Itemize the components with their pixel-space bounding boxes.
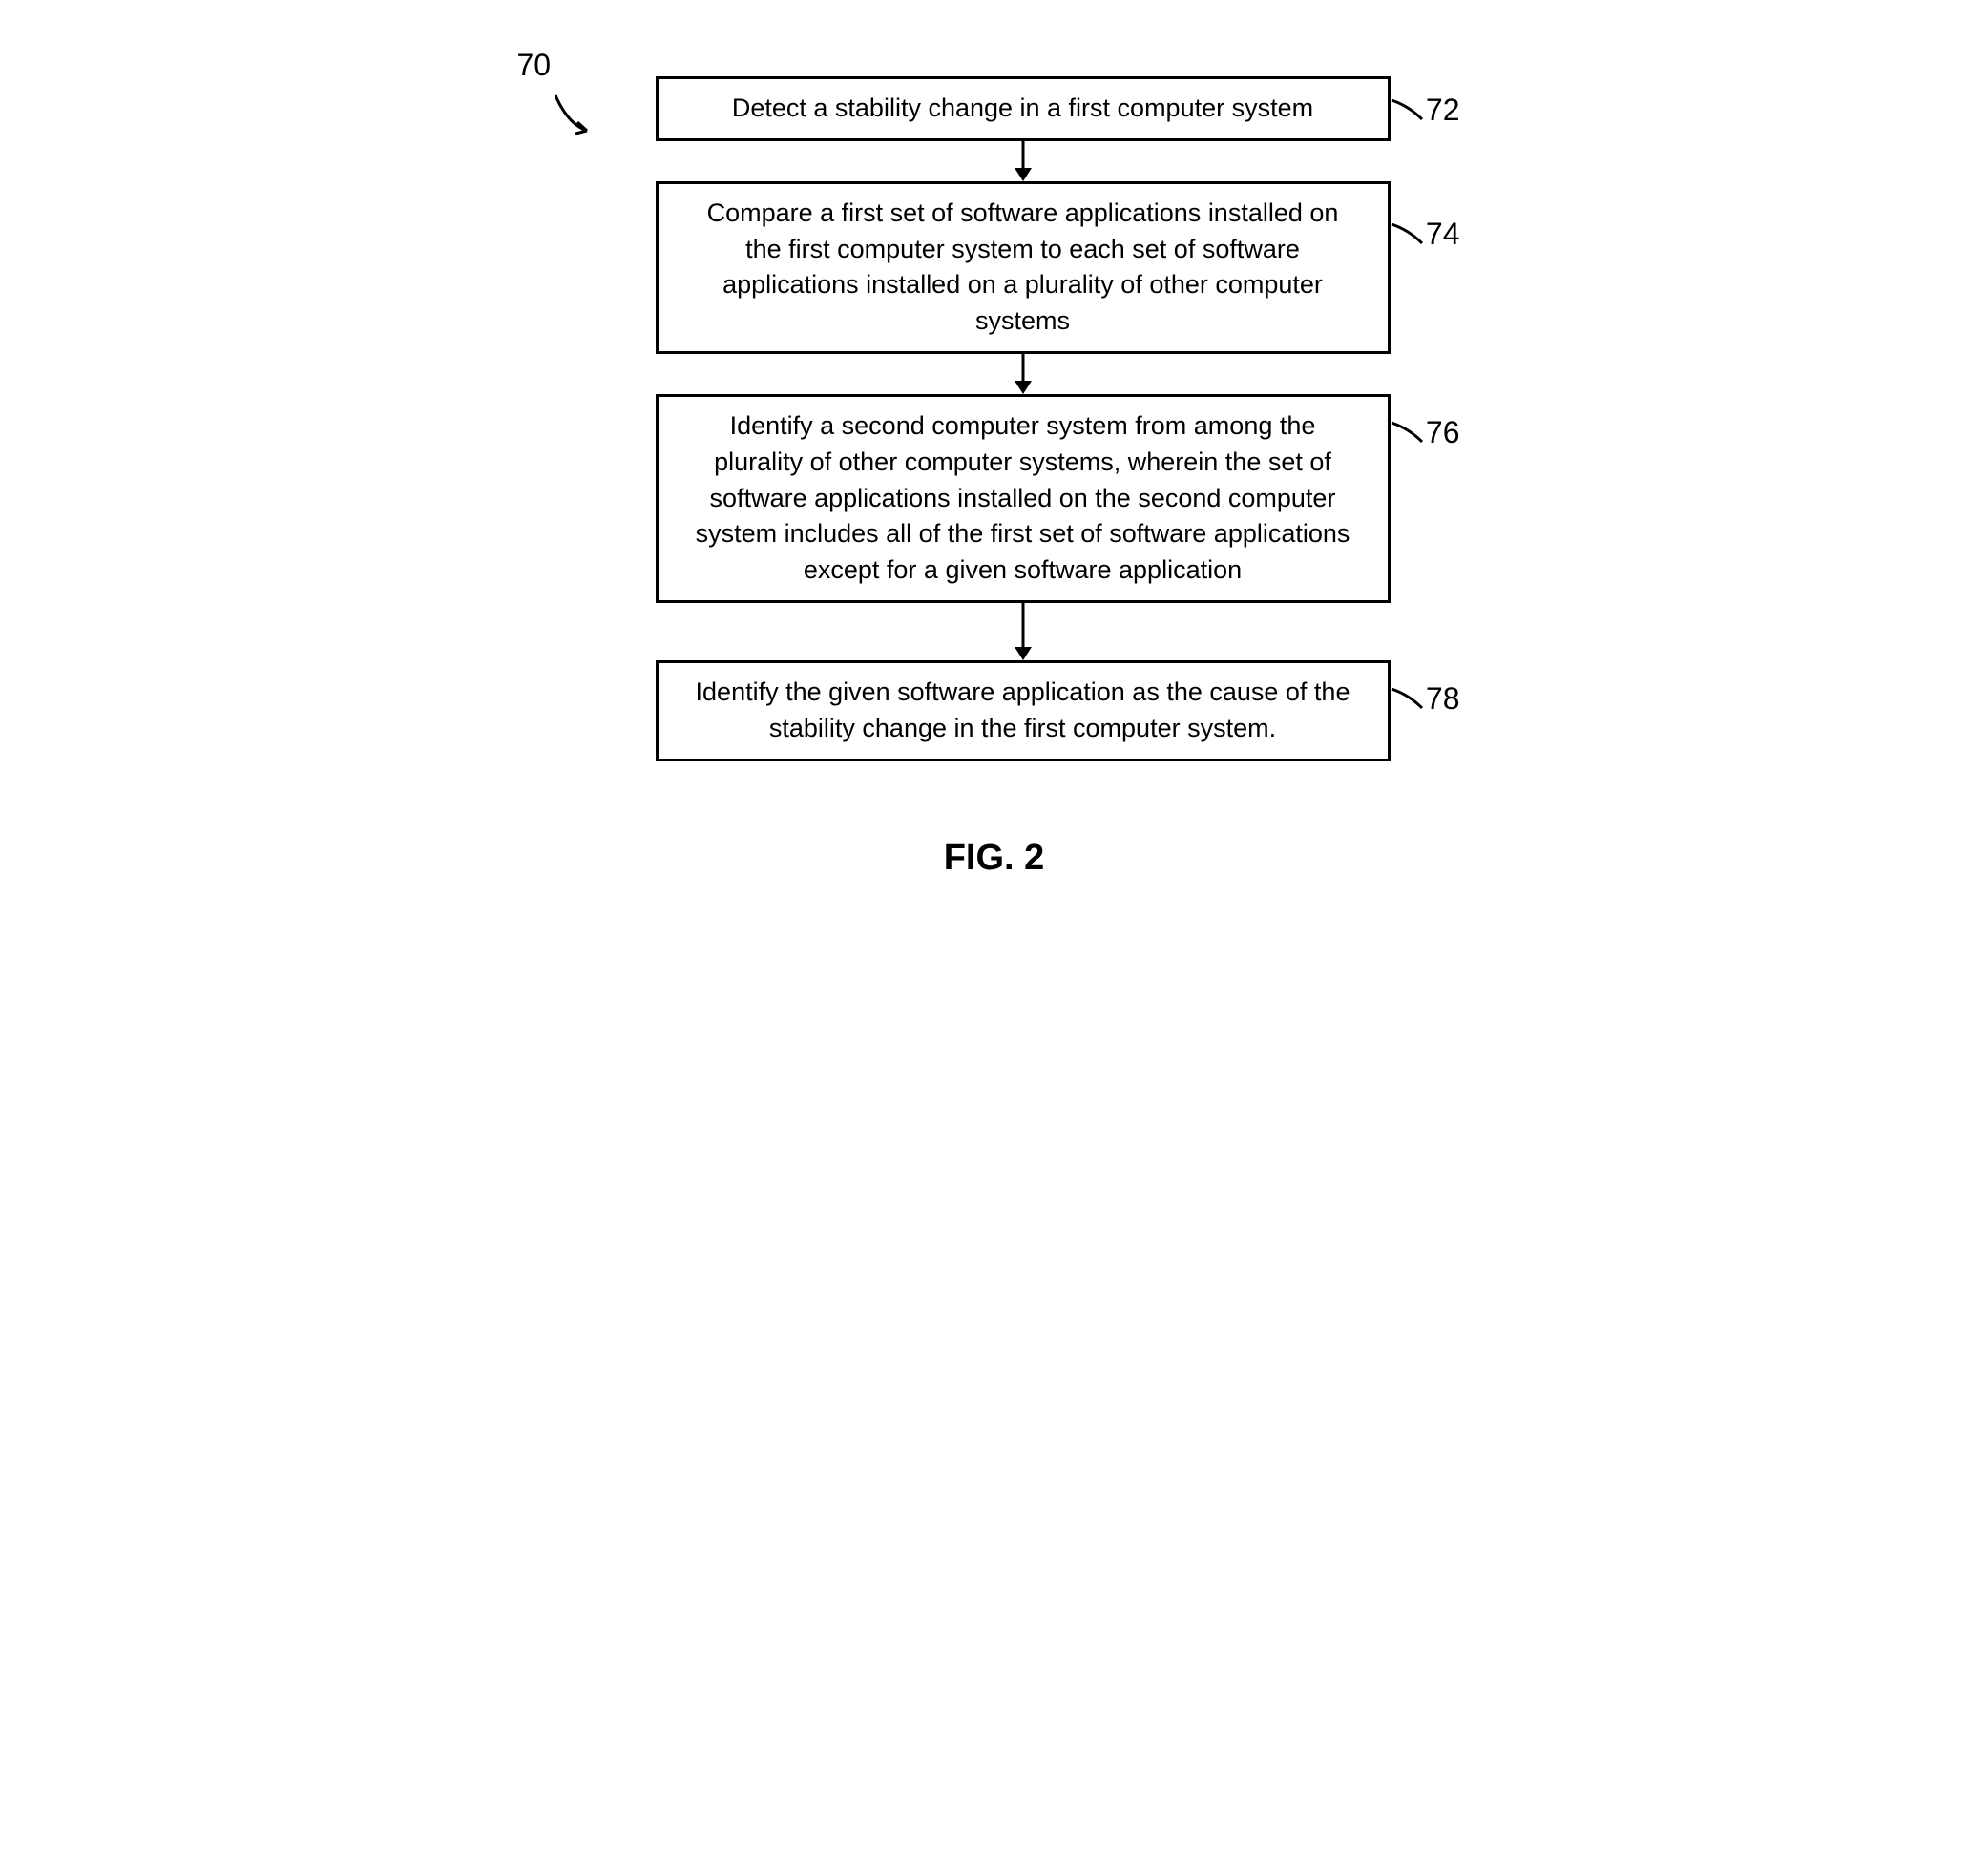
flow-step-76: Identify a second computer system from a… xyxy=(656,394,1391,603)
reference-connector xyxy=(1390,222,1426,261)
flow-step-text: Identify the given software application … xyxy=(696,677,1350,742)
figure-title: FIG. 2 xyxy=(944,838,1045,879)
flow-step-text: Detect a stability change in a first com… xyxy=(732,94,1313,122)
overall-reference-arrow xyxy=(551,91,598,148)
flow-arrow xyxy=(594,354,1453,394)
flow-step-text: Compare a first set of software applicat… xyxy=(707,198,1339,335)
flow-step-text: Identify a second computer system from a… xyxy=(696,411,1350,584)
flow-arrow xyxy=(594,141,1453,181)
flow-step-78: Identify the given software application … xyxy=(656,660,1391,761)
reference-label-74: 74 xyxy=(1426,213,1460,256)
reference-label-76: 76 xyxy=(1426,411,1460,454)
reference-connector xyxy=(1390,421,1426,460)
flow-arrow xyxy=(594,603,1453,660)
overall-reference-label: 70 xyxy=(517,48,552,83)
flowchart-container: 70 Detect a stability change in a first … xyxy=(594,76,1453,761)
flow-step-74: Compare a first set of software applicat… xyxy=(656,181,1391,354)
reference-connector xyxy=(1390,687,1426,726)
reference-label-72: 72 xyxy=(1426,89,1460,132)
flow-step-72: Detect a stability change in a first com… xyxy=(656,76,1391,141)
reference-label-78: 78 xyxy=(1426,677,1460,720)
reference-connector xyxy=(1390,98,1426,137)
